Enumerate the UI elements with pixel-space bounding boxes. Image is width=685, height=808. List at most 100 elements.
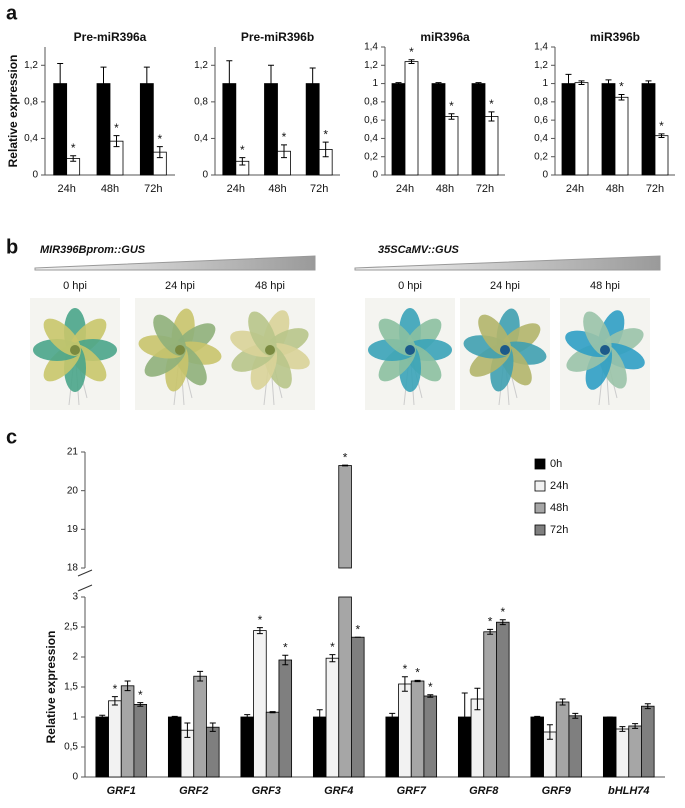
y-tick-label: 0,2 <box>534 151 548 162</box>
bar <box>555 701 570 778</box>
bar <box>641 705 655 778</box>
x-tick-label: 48h <box>101 183 119 195</box>
time-label: 48 hpi <box>255 280 285 292</box>
x-tick-label: GRF9 <box>542 785 572 797</box>
rosette-center <box>600 345 610 355</box>
bar <box>278 659 293 778</box>
bar <box>338 465 352 569</box>
error-bar <box>559 698 566 706</box>
error-bar <box>70 155 77 162</box>
y-tick-label: 1,2 <box>364 60 378 71</box>
y-tick-label: 1,2 <box>534 60 548 71</box>
bar <box>484 116 499 176</box>
error-bar <box>658 133 665 139</box>
y-tick-label: 1,4 <box>364 42 378 53</box>
bar <box>561 83 576 176</box>
error-bar <box>534 715 541 719</box>
error-bar <box>137 702 144 707</box>
error-bar <box>408 59 415 64</box>
x-tick-label: 72h <box>144 183 162 195</box>
error-bar <box>316 709 323 725</box>
error-bar <box>329 654 336 663</box>
significance-label: * <box>449 99 454 113</box>
significance-label: * <box>157 132 162 146</box>
legend-swatch <box>534 502 546 514</box>
bar <box>444 116 459 176</box>
bar <box>312 716 327 778</box>
significance-label: * <box>323 127 328 141</box>
y-tick-label: 2,5 <box>64 622 78 633</box>
y-tick-label: 0,6 <box>534 115 548 126</box>
x-tick-label: 48h <box>268 183 286 195</box>
rosette-center <box>70 345 80 355</box>
bar <box>574 82 589 176</box>
error-bar <box>156 146 163 159</box>
leaf <box>583 311 612 356</box>
chart-title: miR396b <box>590 30 640 44</box>
bar <box>530 716 544 778</box>
panel-label: a <box>6 2 18 24</box>
bar <box>108 700 122 778</box>
bar <box>253 630 267 778</box>
error-bar <box>461 692 468 742</box>
y-tick-label: 0 <box>542 170 548 181</box>
significance-label: * <box>114 121 119 135</box>
time-label: 48 hpi <box>590 280 620 292</box>
y-tick-label: 2 <box>72 652 78 663</box>
significance-label: * <box>619 80 624 94</box>
error-bar <box>269 711 276 714</box>
error-bar <box>632 723 639 729</box>
error-bar <box>268 64 274 103</box>
error-bar <box>111 696 118 706</box>
y-tick-label: 0,8 <box>194 96 208 107</box>
error-bar <box>414 679 421 683</box>
y-tick-label: 1 <box>72 712 78 723</box>
y-tick-label: 0,5 <box>64 742 78 753</box>
significance-label: * <box>240 143 245 157</box>
y-tick-label: 0,4 <box>364 133 378 144</box>
bar <box>601 83 616 176</box>
y-tick-label: 0 <box>202 170 208 181</box>
y-tick-label: 0 <box>372 170 378 181</box>
error-bar <box>395 82 402 85</box>
error-bar <box>113 135 120 148</box>
bar <box>325 657 340 778</box>
significance-label: * <box>488 615 493 629</box>
y-tick-label: 0,2 <box>364 151 378 162</box>
x-tick-label: 72h <box>476 183 494 195</box>
error-bar <box>578 80 585 85</box>
leaf <box>248 311 277 356</box>
significance-label: * <box>403 662 408 676</box>
error-bar <box>565 73 572 94</box>
bar <box>240 716 254 778</box>
x-tick-label: GRF2 <box>179 785 208 797</box>
y-tick-label: 1 <box>542 78 548 89</box>
x-tick-label: 48h <box>606 183 624 195</box>
x-tick-label: bHLH74 <box>608 785 650 797</box>
y-tick-label: 1,2 <box>24 60 38 71</box>
bar <box>615 728 630 778</box>
significance-label: * <box>282 130 287 144</box>
y-axis-label: Relative expression <box>6 55 20 168</box>
error-bar <box>645 80 652 87</box>
x-tick-label: GRF1 <box>107 785 136 797</box>
bar <box>496 621 510 778</box>
bar <box>338 596 352 778</box>
bar <box>351 636 365 778</box>
error-bar <box>401 676 408 692</box>
y-tick-label: 0,4 <box>534 133 548 144</box>
y-tick-label: 1,2 <box>194 60 208 71</box>
error-bar <box>499 619 506 626</box>
error-bar <box>309 67 316 100</box>
x-tick-label: 24h <box>227 183 245 195</box>
significance-label: * <box>415 666 420 680</box>
rosette-center <box>405 345 415 355</box>
significance-label: * <box>113 682 118 696</box>
x-tick-label: 72h <box>646 183 664 195</box>
significance-label: * <box>283 640 288 654</box>
bar <box>167 716 182 778</box>
significance-label: * <box>71 141 76 155</box>
bar <box>423 695 438 778</box>
bar <box>385 716 399 778</box>
significance-label: * <box>330 640 335 654</box>
